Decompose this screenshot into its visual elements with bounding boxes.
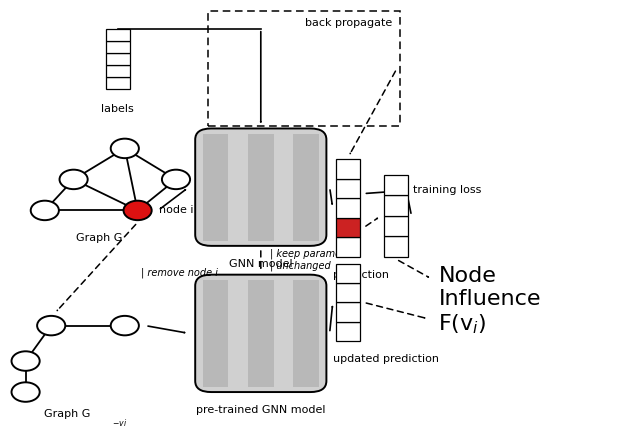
Bar: [336, 198, 360, 218]
Circle shape: [60, 170, 88, 189]
FancyBboxPatch shape: [195, 128, 326, 246]
Bar: [248, 134, 273, 241]
Text: | keep parameters
| unchanged: | keep parameters | unchanged: [270, 248, 360, 271]
Bar: [336, 264, 360, 283]
Circle shape: [37, 316, 65, 335]
Bar: [384, 175, 408, 195]
Bar: [106, 53, 130, 65]
Text: Node
Influence
F(v$_i$): Node Influence F(v$_i$): [438, 266, 541, 336]
Bar: [336, 302, 360, 322]
Bar: [336, 322, 360, 341]
Text: prediction: prediction: [333, 270, 389, 280]
Circle shape: [12, 351, 40, 371]
Circle shape: [124, 201, 152, 220]
Text: Graph G: Graph G: [76, 233, 122, 244]
Bar: [203, 280, 228, 387]
Bar: [336, 283, 360, 302]
Text: pre-trained GNN model: pre-trained GNN model: [196, 405, 326, 416]
Circle shape: [111, 139, 139, 158]
Text: $_{-vi}$: $_{-vi}$: [112, 417, 127, 430]
Circle shape: [12, 382, 40, 402]
Text: Graph G: Graph G: [44, 409, 90, 420]
Bar: [106, 29, 130, 41]
Text: back propagate: back propagate: [305, 18, 392, 28]
Bar: [293, 280, 319, 387]
Bar: [384, 237, 408, 257]
Bar: [293, 134, 319, 241]
Text: GNN model: GNN model: [229, 259, 292, 269]
Bar: [336, 218, 360, 237]
Circle shape: [111, 316, 139, 335]
Bar: [384, 216, 408, 237]
Bar: [336, 159, 360, 179]
Circle shape: [31, 201, 59, 220]
FancyBboxPatch shape: [195, 275, 326, 392]
Bar: [106, 41, 130, 53]
Bar: [336, 179, 360, 198]
Bar: [384, 195, 408, 216]
Bar: [106, 77, 130, 89]
Bar: [203, 134, 228, 241]
Bar: [336, 237, 360, 257]
Text: node i: node i: [159, 206, 194, 215]
Circle shape: [162, 170, 190, 189]
Text: updated prediction: updated prediction: [333, 354, 439, 365]
Text: labels: labels: [101, 104, 134, 114]
Text: | remove node i: | remove node i: [141, 267, 218, 278]
Text: training loss: training loss: [413, 186, 481, 195]
Bar: [248, 280, 273, 387]
Bar: [106, 65, 130, 77]
